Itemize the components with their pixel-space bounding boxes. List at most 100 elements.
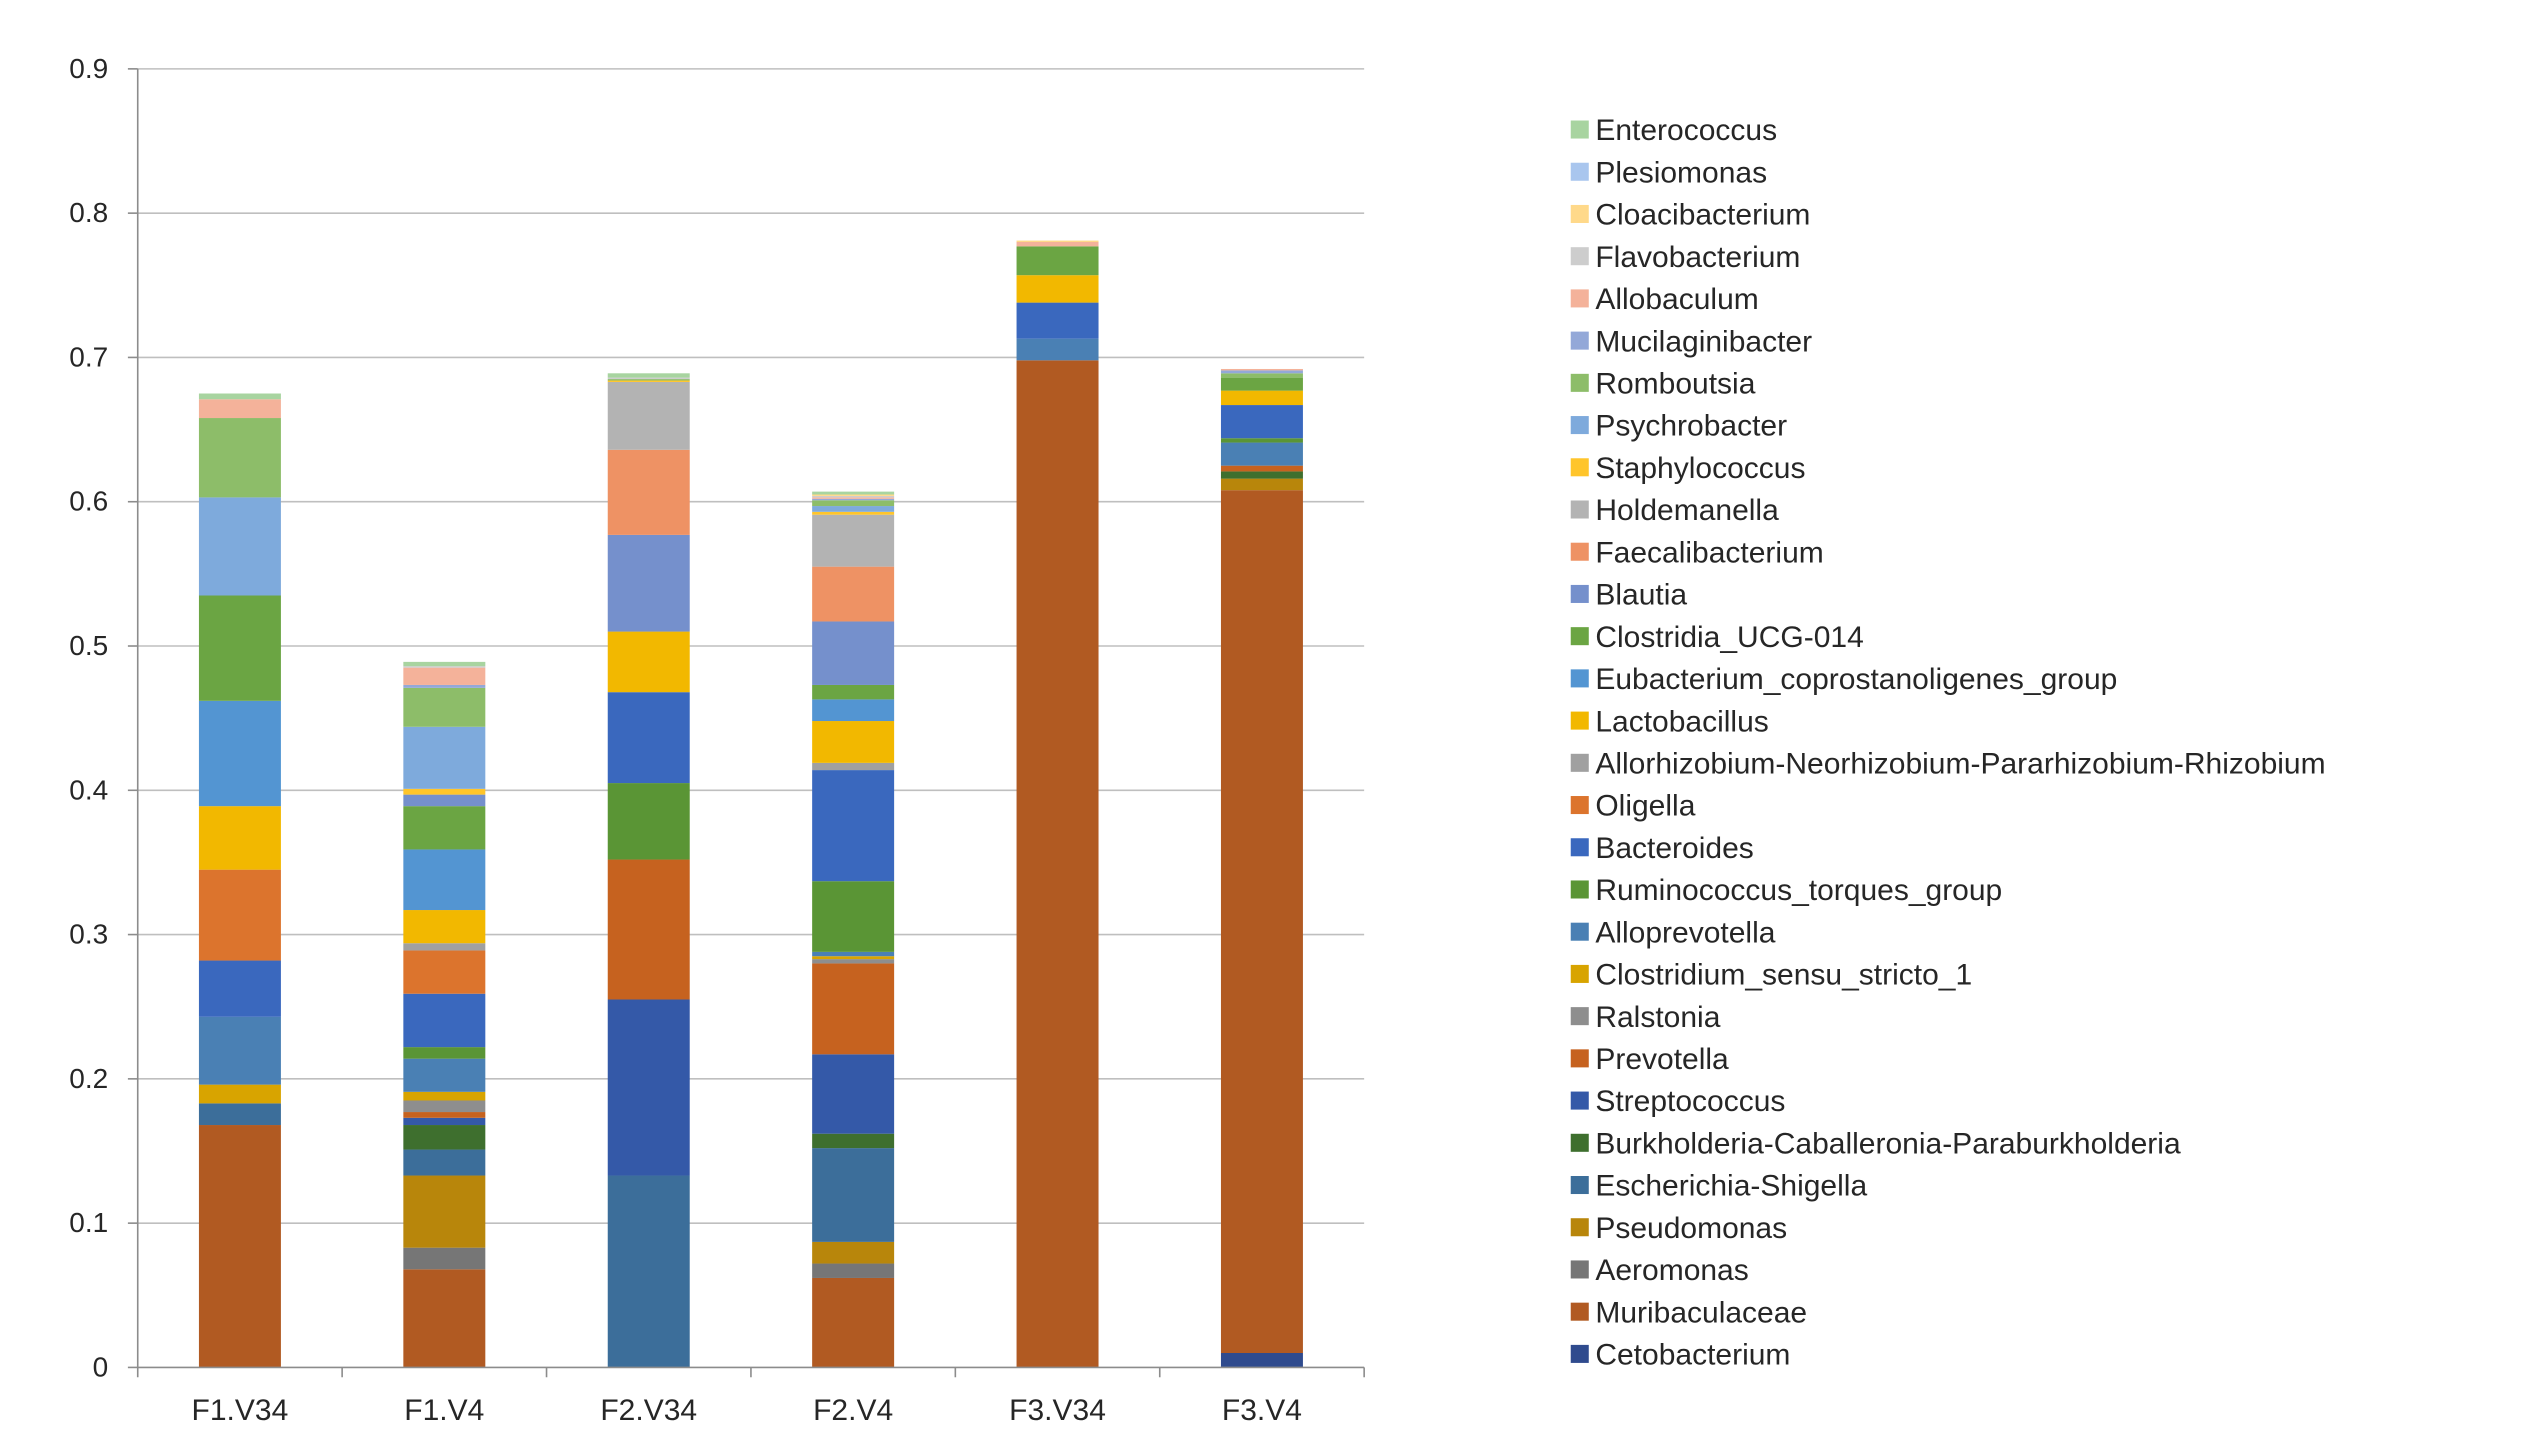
legend-item: Bacteroides xyxy=(1570,832,1754,865)
legend-swatch xyxy=(1570,1133,1589,1152)
bar-segment xyxy=(607,692,690,784)
legend: Enterococcus Plesiomonas Cloacibacterium Fl… xyxy=(1570,114,2326,1372)
bar-segment xyxy=(403,788,486,795)
legend-swatch xyxy=(1570,964,1589,983)
legend-label: Pseudomonas xyxy=(1595,1212,1787,1245)
legend-label: Muribaculaceae xyxy=(1595,1296,1807,1329)
bar-segment xyxy=(198,1125,281,1368)
bar-segment xyxy=(198,497,281,596)
bar-segment xyxy=(607,999,690,1176)
bar-segment xyxy=(403,661,486,667)
bar-segment xyxy=(198,1016,281,1085)
legend-swatch xyxy=(1570,120,1589,139)
legend-item: Faecalibacterium xyxy=(1570,536,1824,569)
bar-segment xyxy=(607,381,690,450)
legend-swatch xyxy=(1570,627,1589,646)
bar-segment xyxy=(403,1100,486,1113)
legend-item: Alloprevotella xyxy=(1570,916,1776,949)
bar-segment xyxy=(198,700,281,807)
bar-segment xyxy=(607,783,690,860)
legend-label: Aeromonas xyxy=(1595,1254,1748,1287)
bar-segment xyxy=(812,1148,895,1242)
legend-label: Alloprevotella xyxy=(1595,916,1775,949)
legend-label: Allobaculum xyxy=(1595,283,1758,316)
bar-segment xyxy=(403,1149,486,1176)
bar-segment xyxy=(1220,478,1303,491)
bar-segment xyxy=(812,881,895,952)
legend-label: Staphylococcus xyxy=(1595,452,1805,485)
legend-label: Cetobacterium xyxy=(1595,1339,1790,1372)
legend-item: Holdemanella xyxy=(1570,494,1779,527)
y-tick-label: 0.4 xyxy=(69,774,108,805)
legend-item: Plesiomonas xyxy=(1570,156,1767,189)
legend-item: Oligella xyxy=(1570,790,1696,823)
legend-item: Cloacibacterium xyxy=(1570,199,1810,232)
legend-item: Muribaculaceae xyxy=(1570,1296,1807,1329)
bar-segment xyxy=(198,1084,281,1104)
legend-label: Mucilaginibacter xyxy=(1595,325,1812,358)
bar-segment xyxy=(403,806,486,850)
bar-segment xyxy=(607,859,690,1000)
bar-segment xyxy=(1016,302,1099,339)
legend-swatch xyxy=(1570,669,1589,688)
legend-swatch xyxy=(1570,922,1589,941)
bar-segment xyxy=(403,794,486,807)
bar-segment xyxy=(198,960,281,1017)
bar-segment xyxy=(607,449,690,535)
bar-segment xyxy=(812,951,895,957)
legend-item: Allorhizobium-Neorhizobium-Pararhizobium… xyxy=(1570,747,2326,780)
bar-segment xyxy=(1220,442,1303,466)
legend-swatch xyxy=(1570,204,1589,223)
y-tick-label: 0.5 xyxy=(69,630,108,661)
bar-segment xyxy=(812,1263,895,1278)
legend-label: Oligella xyxy=(1595,790,1695,823)
legend-swatch xyxy=(1570,373,1589,392)
x-tick-label: F1.V4 xyxy=(404,1394,484,1427)
legend-label: Escherichia-Shigella xyxy=(1595,1170,1867,1203)
bar-segment xyxy=(1016,360,1099,1368)
bar-segment xyxy=(198,399,281,419)
legend-swatch xyxy=(1570,1007,1589,1026)
bar-segment xyxy=(1016,338,1099,361)
bar-segment xyxy=(812,699,895,722)
gridlines xyxy=(137,68,1365,1224)
legend-label: Clostridium_sensu_stricto_1 xyxy=(1595,959,1972,992)
bar-segment xyxy=(812,959,895,964)
legend-item: Mucilaginibacter xyxy=(1570,325,1812,358)
bar-segment xyxy=(403,687,486,727)
bar-segment xyxy=(403,993,486,1048)
legend-swatch xyxy=(1570,289,1589,308)
bar-segment xyxy=(403,1247,486,1270)
bar-segment xyxy=(403,1058,486,1092)
bar-segment xyxy=(812,963,895,1055)
legend-item: Ruminococcus_torques_group xyxy=(1570,874,2002,907)
bar-segment xyxy=(812,498,895,501)
legend-swatch xyxy=(1570,416,1589,435)
legend-item: Clostridia_UCG-014 xyxy=(1570,621,1864,654)
bar-segment xyxy=(1220,368,1303,371)
bar-segment xyxy=(607,534,690,632)
legend-swatch xyxy=(1570,162,1589,181)
bar-segment xyxy=(812,1241,895,1264)
x-tick-label: F2.V4 xyxy=(813,1394,893,1427)
legend-label: Streptococcus xyxy=(1595,1085,1785,1118)
bar-segment xyxy=(403,726,486,789)
bar-segment xyxy=(607,373,690,378)
bar-segment xyxy=(812,762,895,771)
bar-segment xyxy=(198,418,281,498)
bar-segment xyxy=(812,514,895,567)
legend-label: Enterococcus xyxy=(1595,114,1777,147)
legend-swatch xyxy=(1570,1049,1589,1068)
bar-segment xyxy=(812,494,895,496)
legend-label: Romboutsia xyxy=(1595,368,1755,401)
bar-segment xyxy=(403,1112,486,1118)
bar-segment xyxy=(1220,373,1303,378)
bar-segment xyxy=(812,506,895,512)
bar-segment xyxy=(812,770,895,882)
x-tick-label: F3.V4 xyxy=(1222,1394,1302,1427)
legend-label: Eubacterium_coprostanoligenes_group xyxy=(1595,663,2117,696)
x-tick-label: F1.V34 xyxy=(192,1394,289,1427)
bar-segment xyxy=(812,1277,895,1368)
bar-segment xyxy=(1220,465,1303,472)
